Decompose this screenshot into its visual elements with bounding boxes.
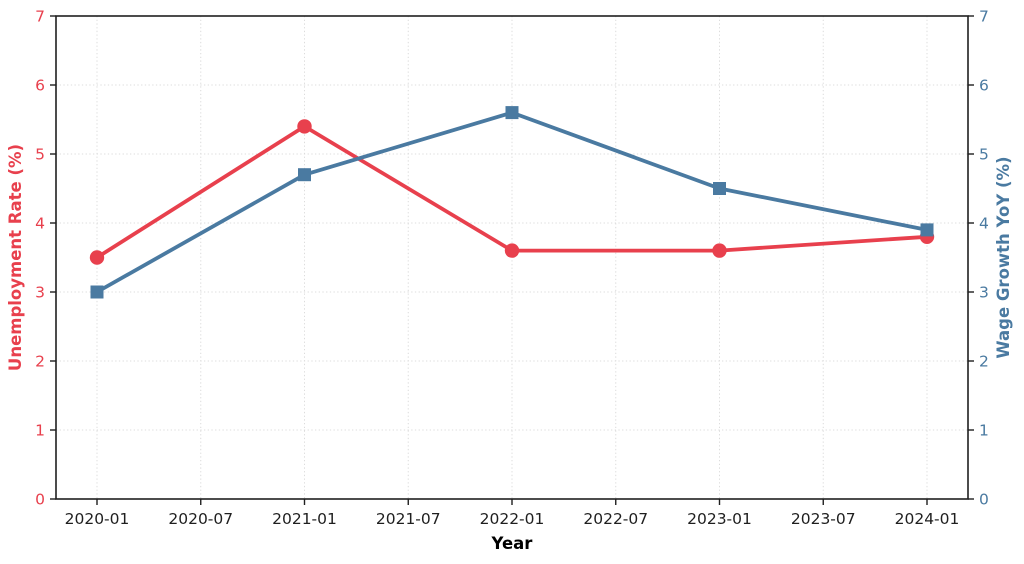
x-tick-label: 2024-01: [895, 510, 960, 528]
plot-border: [55, 15, 969, 500]
left-tick-label: 7: [35, 8, 45, 26]
data-point-square: [505, 106, 519, 120]
left-tick-label: 4: [35, 215, 45, 233]
right-tick-label: 5: [979, 146, 989, 164]
x-tick-label: 2020-07: [168, 510, 233, 528]
x-axis-title: Year: [491, 534, 534, 553]
x-tick-label: 2021-07: [376, 510, 441, 528]
data-point-square: [298, 168, 311, 182]
x-tick-label: 2023-07: [791, 510, 856, 528]
x-tick-label: 2023-01: [687, 510, 752, 528]
x-tick-label: 2022-01: [480, 510, 545, 528]
right-tick-label: 1: [979, 422, 989, 440]
data-point-circle: [504, 243, 520, 258]
right-tick-label: 0: [979, 491, 989, 509]
x-tick-label: 2021-01: [272, 510, 337, 528]
x-tick-label: 2020-01: [65, 510, 130, 528]
x-tick-label: 2022-07: [583, 510, 648, 528]
right-axis-title: Wage Growth YoY (%): [994, 156, 1013, 358]
data-point-square: [920, 223, 934, 237]
data-point-circle: [712, 243, 727, 258]
right-tick-label: 3: [979, 284, 989, 302]
left-tick-label: 1: [35, 422, 45, 440]
right-tick-label: 4: [979, 215, 989, 233]
right-tick-label: 2: [979, 353, 989, 371]
left-tick-label: 5: [35, 146, 45, 164]
left-axis-title: Unemployment Rate (%): [6, 144, 25, 371]
data-point-square: [90, 285, 104, 299]
data-point-circle: [89, 250, 105, 265]
right-tick-label: 6: [979, 77, 989, 95]
right-tick-label: 7: [979, 8, 989, 26]
left-tick-label: 0: [35, 491, 45, 509]
left-tick-label: 6: [35, 77, 45, 95]
data-point-square: [713, 182, 726, 195]
left-tick-label: 3: [35, 284, 45, 302]
data-point-circle: [297, 119, 312, 134]
left-tick-label: 2: [35, 353, 45, 371]
